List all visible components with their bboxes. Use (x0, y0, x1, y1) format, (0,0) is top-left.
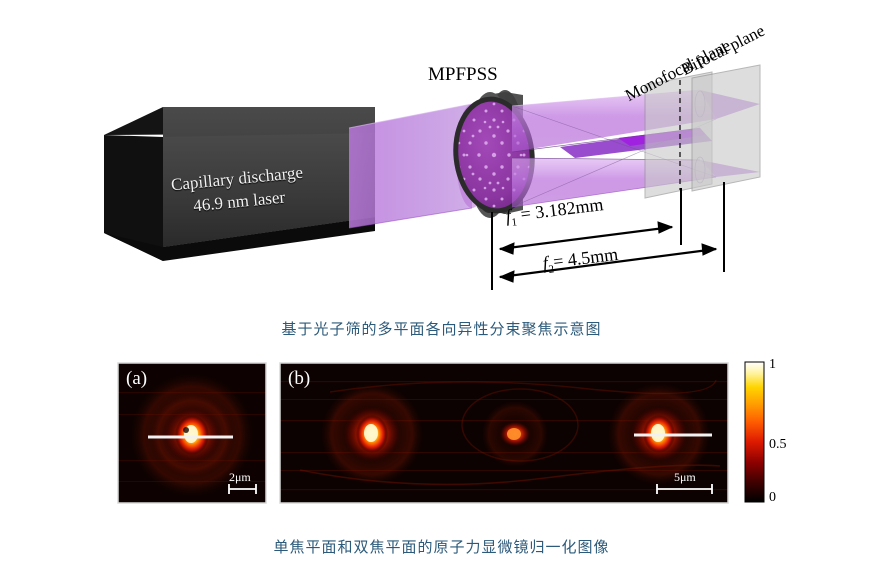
afm-panel-a (117, 362, 267, 504)
scalebar-b (656, 484, 713, 494)
bifocal-plane (691, 64, 761, 192)
caption-afm: 单焦平面和双焦平面的原子力显微镜归一化图像 (273, 539, 610, 556)
scalebar-a-label: 2μm (229, 470, 251, 484)
colorbar-tick-mid: 0.5 (769, 437, 787, 452)
dimension-lines (491, 182, 725, 290)
caption-schematic: 基于光子筛的多平面各向异性分束聚焦示意图 (281, 321, 602, 338)
f2-dimension (498, 243, 718, 283)
panel-a-tag: (a) (126, 368, 148, 389)
schematic-svg (104, 64, 761, 290)
f1-dimension (498, 221, 674, 255)
scalebar-a (228, 484, 257, 494)
afm-panel-b (279, 362, 729, 504)
colorbar-tick-min: 0 (769, 490, 776, 505)
colorbar (744, 361, 765, 503)
scalebar-b-label: 5μm (674, 470, 696, 484)
colorbar-tick-max: 1 (769, 357, 776, 372)
panel-b-tag: (b) (288, 368, 311, 389)
laser-source-box (104, 107, 375, 261)
mpfpss-label: MPFPSS (428, 64, 498, 85)
